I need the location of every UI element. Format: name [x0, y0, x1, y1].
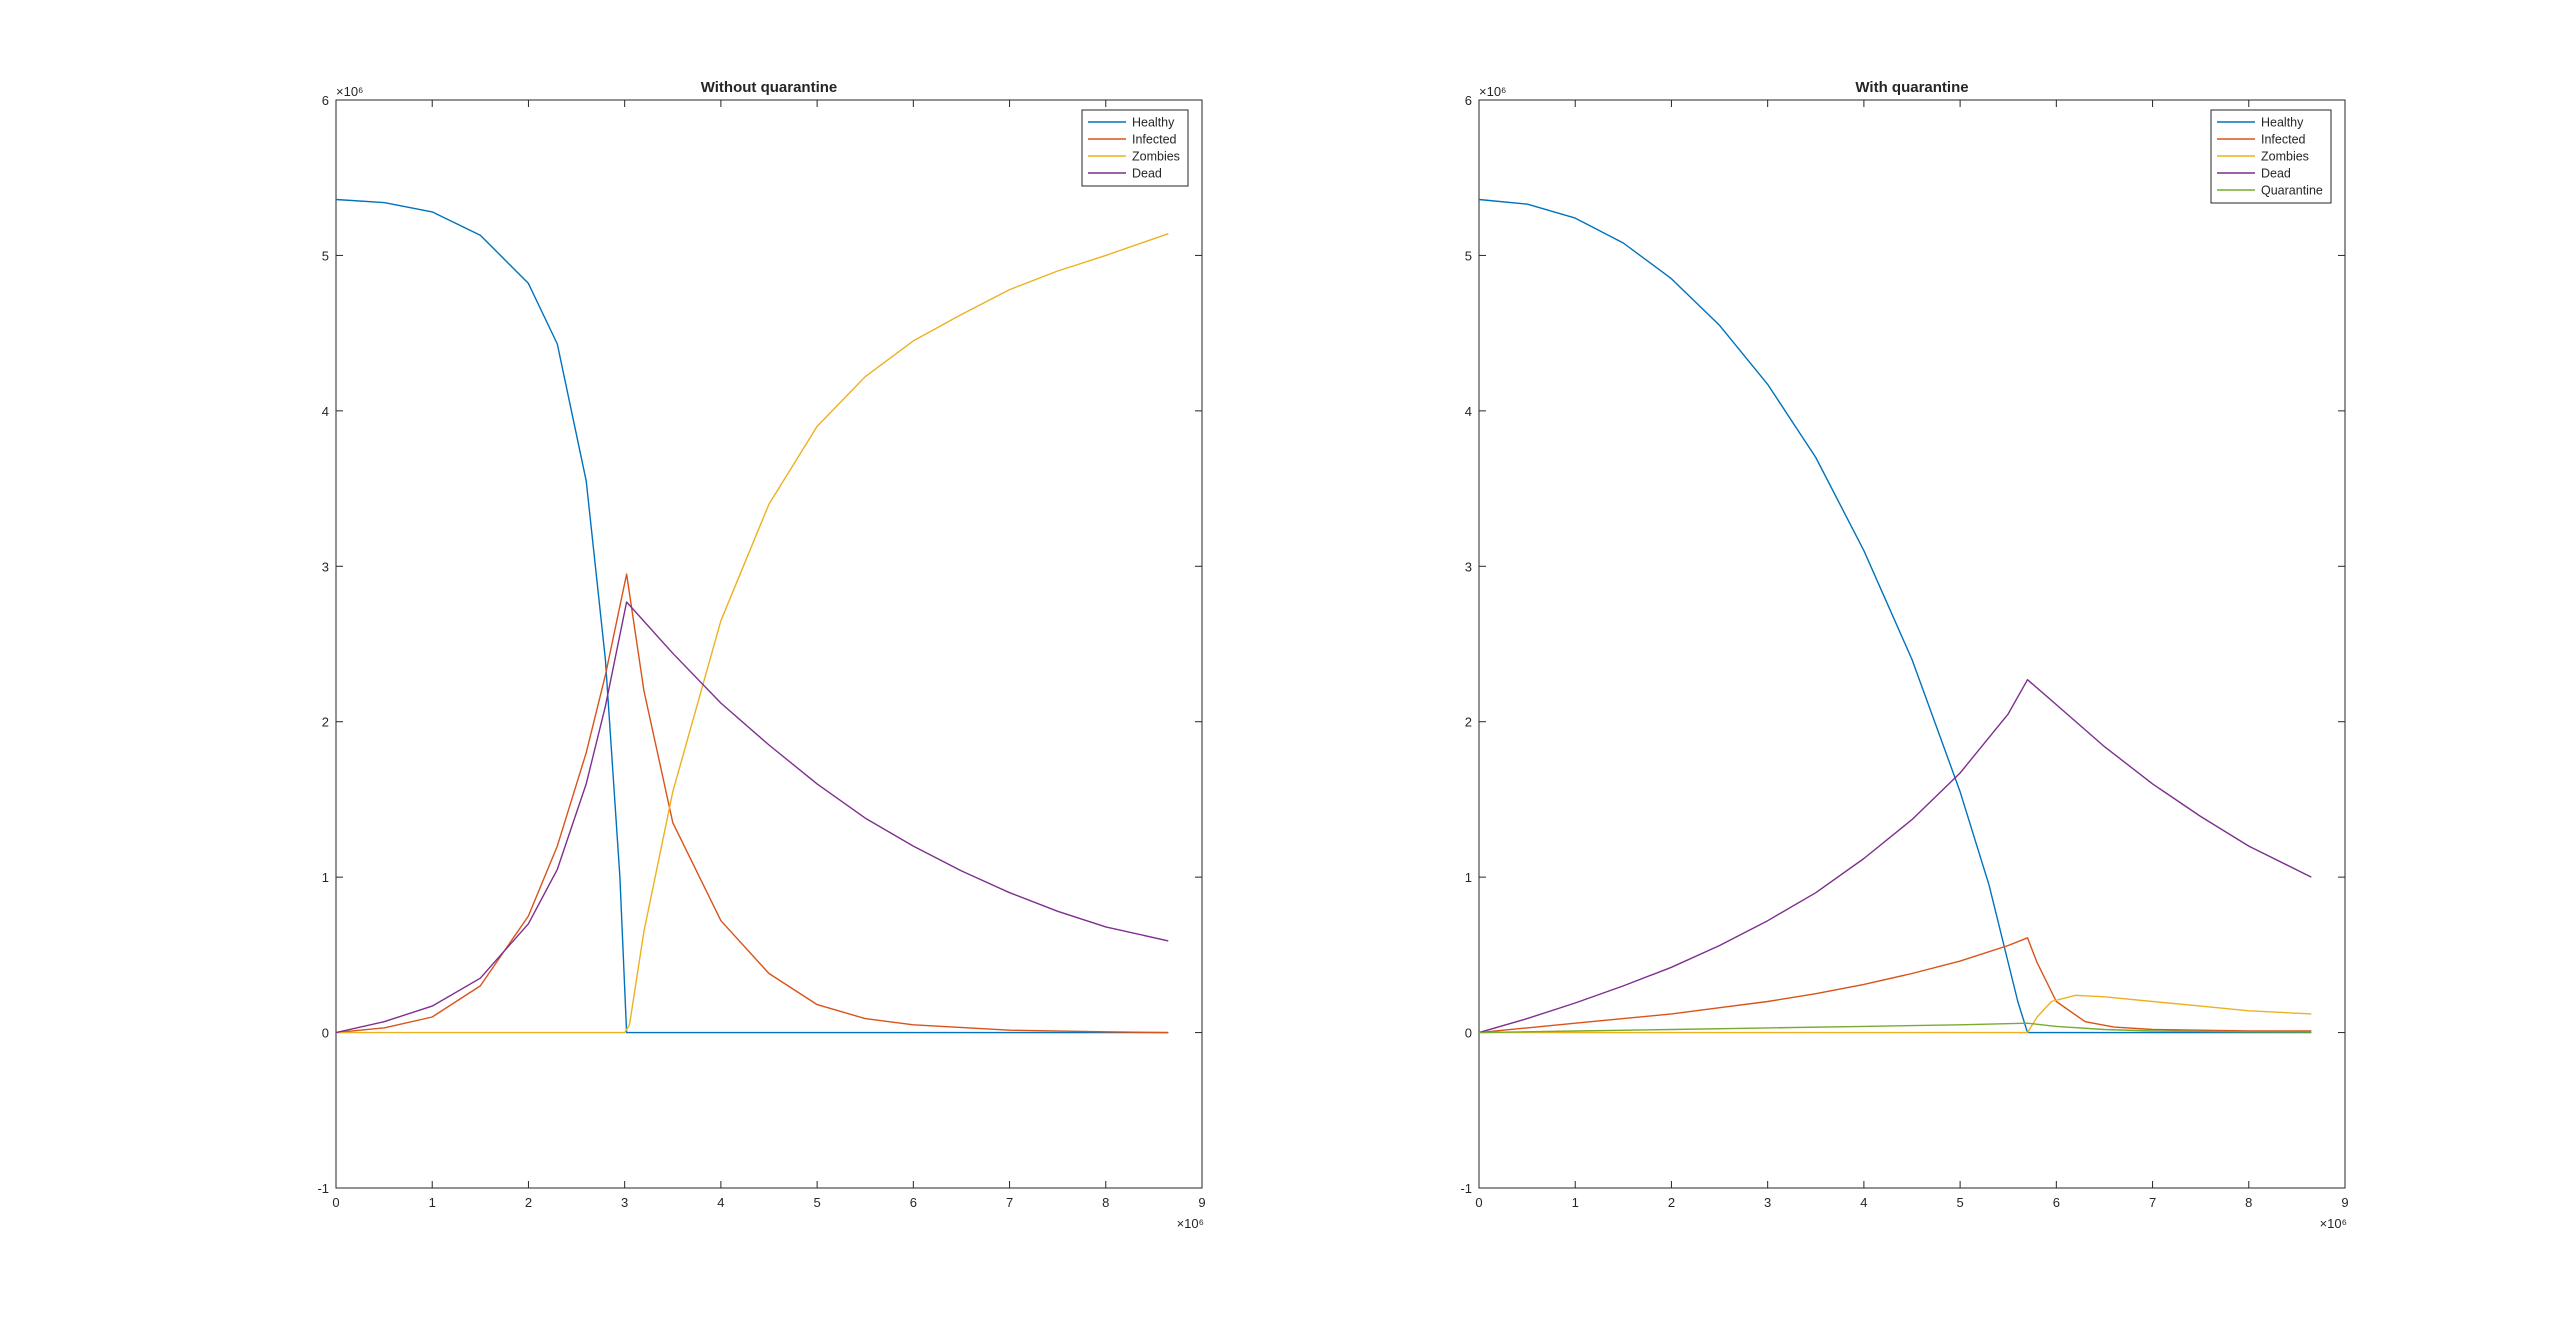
axes-box — [1478, 99, 2346, 1189]
x-tick-label: 6 — [910, 1195, 917, 1210]
series-line-dead — [1478, 679, 2312, 1034]
series-line-infected — [1478, 937, 2312, 1034]
x-tick-label: 2 — [525, 1195, 532, 1210]
x-tick-label: 5 — [1956, 1195, 1963, 1210]
legend-entry-infected: Infected — [1132, 133, 1177, 147]
y-tick-label: 0 — [322, 1026, 329, 1041]
legend-entry-dead: Dead — [1132, 167, 1162, 181]
legend: Healthy Infected Zombies Dead — [1081, 109, 1189, 187]
series-line-healthy — [1478, 198, 2312, 1034]
series-line-infected — [335, 573, 1169, 1034]
y-tick-label: -1 — [1460, 1181, 1472, 1196]
y-tick-label: 6 — [1465, 93, 1472, 108]
y-tick-label: 5 — [1465, 248, 1472, 263]
y-tick-label: 5 — [322, 248, 329, 263]
legend-entry-infected: Infected — [2261, 133, 2306, 147]
y-tick-label: 2 — [1465, 715, 1472, 730]
x-tick-label: 1 — [429, 1195, 436, 1210]
y-tick-label: 3 — [1465, 559, 1472, 574]
x-exponent-label: ×10⁶ — [2320, 1216, 2347, 1231]
x-tick-label: 6 — [2053, 1195, 2060, 1210]
chart-title: Without quarantine — [701, 79, 838, 96]
legend-entry-zombies: Zombies — [1132, 150, 1180, 164]
x-tick-label: 0 — [1475, 1195, 1482, 1210]
x-tick-label: 2 — [1668, 1195, 1675, 1210]
x-tick-label: 5 — [813, 1195, 820, 1210]
x-tick-label: 9 — [2341, 1195, 2348, 1210]
series-line-zombies — [336, 233, 1169, 1034]
y-tick-label: 6 — [322, 93, 329, 108]
legend: Healthy Infected Zombies Dead Quarantine — [2210, 109, 2332, 204]
x-tick-label: 7 — [1006, 1195, 1013, 1210]
x-tick-label: 8 — [1102, 1195, 1109, 1210]
series-line-quarantine — [1478, 1022, 2312, 1034]
y-tick-label: 1 — [1465, 870, 1472, 885]
legend-entry-zombies: Zombies — [2261, 150, 2309, 164]
y-tick-label: -1 — [317, 1181, 329, 1196]
y-tick-label: 0 — [1465, 1026, 1472, 1041]
x-tick-label: 4 — [717, 1195, 724, 1210]
y-tick-label: 3 — [322, 559, 329, 574]
y-exponent-label: ×10⁶ — [1479, 84, 1506, 99]
x-tick-label: 7 — [2149, 1195, 2156, 1210]
axes-box — [335, 99, 1203, 1189]
chart-title: With quarantine — [1855, 79, 1968, 96]
x-tick-label: 1 — [1572, 1195, 1579, 1210]
x-tick-label: 3 — [621, 1195, 628, 1210]
legend-entry-healthy: Healthy — [2261, 116, 2304, 130]
series-line-healthy — [335, 198, 1169, 1034]
y-tick-label: 4 — [1465, 404, 1472, 419]
y-tick-label: 2 — [322, 715, 329, 730]
x-tick-label: 4 — [1860, 1195, 1867, 1210]
y-tick-label: 1 — [322, 870, 329, 885]
x-tick-label: 3 — [1764, 1195, 1771, 1210]
x-tick-label: 9 — [1198, 1195, 1205, 1210]
legend-entry-quarantine: Quarantine — [2261, 184, 2323, 198]
series-line-dead — [335, 601, 1169, 1034]
x-tick-label: 0 — [332, 1195, 339, 1210]
series-line-zombies — [1479, 994, 2312, 1034]
y-tick-label: 4 — [322, 404, 329, 419]
legend-entry-dead: Dead — [2261, 167, 2291, 181]
x-exponent-label: ×10⁶ — [1177, 1216, 1204, 1231]
legend-entry-healthy: Healthy — [1132, 116, 1175, 130]
y-exponent-label: ×10⁶ — [336, 84, 363, 99]
x-tick-label: 8 — [2245, 1195, 2252, 1210]
